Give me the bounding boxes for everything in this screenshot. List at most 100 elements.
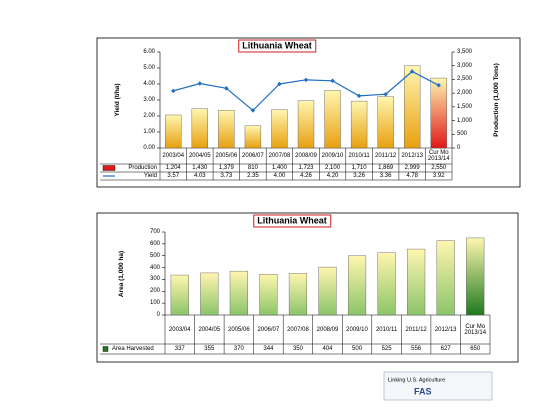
x-tick-label: 2009/10 bbox=[346, 326, 368, 333]
table-value: 4.00 bbox=[273, 173, 286, 179]
line-marker bbox=[171, 88, 176, 94]
table-value: 3.36 bbox=[379, 173, 392, 179]
table-value: 627 bbox=[440, 346, 451, 352]
table-value: 4.78 bbox=[406, 173, 419, 179]
table-value: 525 bbox=[381, 346, 392, 352]
table-value: 2,999 bbox=[404, 165, 420, 171]
legend-label: Production bbox=[128, 165, 157, 171]
line-marker bbox=[383, 91, 388, 97]
footer-text: Linking U.S. Agriculture bbox=[388, 377, 446, 384]
y2-tick-label: 0 bbox=[457, 145, 461, 151]
table-value: 650 bbox=[470, 346, 481, 352]
y-tick-label: 3.00 bbox=[143, 97, 155, 103]
y-tick-label: 500 bbox=[149, 252, 160, 259]
x-tick-label: 2012/13 bbox=[434, 326, 457, 333]
table-value: 810 bbox=[247, 165, 258, 171]
bar bbox=[271, 109, 288, 149]
bar bbox=[430, 77, 447, 149]
y-tick-label: 100 bbox=[149, 300, 160, 307]
y-tick-label: 6.00 bbox=[143, 49, 155, 55]
chart-title: Lithuania Wheat bbox=[253, 214, 331, 228]
y-axis-label: Area (1,000 ha) bbox=[117, 250, 125, 297]
y2-tick-label: 1,000 bbox=[457, 117, 473, 124]
x-tick-label: Cur Mo 2013/14 bbox=[464, 323, 487, 336]
y2-tick-label: 3,000 bbox=[457, 62, 473, 69]
x-tick-label: 2008/09 bbox=[295, 153, 317, 159]
table-value: 1,204 bbox=[165, 165, 181, 171]
table-value: 355 bbox=[204, 346, 215, 352]
table-value: 3.92 bbox=[432, 173, 445, 179]
bar bbox=[244, 125, 262, 149]
y-tick-label: 5.00 bbox=[143, 65, 155, 71]
table-value: 1,379 bbox=[218, 165, 234, 171]
y-tick-label: 0 bbox=[156, 312, 160, 318]
line-marker bbox=[330, 78, 335, 84]
table-value: 500 bbox=[352, 346, 363, 352]
footer-logo-box bbox=[383, 371, 493, 401]
table-value: 4.26 bbox=[300, 173, 312, 179]
y2-tick-label: 2,500 bbox=[457, 76, 473, 83]
y2-axis-label: Production (1,000 Tons) bbox=[492, 63, 500, 137]
table-value: 1,710 bbox=[351, 165, 367, 171]
x-tick-label: 2008/09 bbox=[316, 326, 339, 333]
table-value: 1,723 bbox=[298, 165, 314, 171]
x-tick-label: 2011/12 bbox=[405, 326, 427, 333]
table-value: 556 bbox=[411, 346, 422, 352]
y2-tick-label: 1,500 bbox=[457, 103, 473, 110]
table-value: 1,400 bbox=[271, 165, 287, 171]
bar bbox=[466, 237, 485, 316]
bar bbox=[324, 90, 341, 149]
x-tick-label: 2010/11 bbox=[375, 326, 398, 333]
y2-tick-label: 500 bbox=[457, 131, 468, 138]
x-tick-label: 2005/06 bbox=[228, 326, 250, 333]
x-tick-label: 2011/12 bbox=[375, 153, 397, 159]
x-tick-label: 2006/07 bbox=[257, 326, 280, 333]
y-tick-label: 300 bbox=[149, 276, 160, 283]
table-value: 2,550 bbox=[431, 165, 447, 171]
x-tick-label: 2005/06 bbox=[215, 153, 238, 159]
x-tick-label: 2004/05 bbox=[198, 326, 221, 333]
y-axis-label: Yield (t/ha) bbox=[113, 83, 121, 117]
bar bbox=[259, 274, 278, 316]
table-value: 1,430 bbox=[192, 165, 208, 171]
x-tick-label: 2003/04 bbox=[162, 153, 185, 159]
y-tick-label: 1.00 bbox=[143, 129, 155, 135]
table-value: 3.73 bbox=[220, 173, 233, 179]
footer-logo: FAS bbox=[414, 386, 432, 397]
legend-swatch bbox=[102, 165, 116, 171]
bar bbox=[297, 100, 315, 149]
bar bbox=[377, 96, 394, 149]
table-value: 3.26 bbox=[353, 173, 365, 179]
table-value: 3.57 bbox=[167, 173, 180, 179]
legend-label: Yield bbox=[143, 173, 157, 179]
table-value: 2,100 bbox=[325, 165, 341, 171]
x-tick-label: 2006/07 bbox=[242, 153, 264, 159]
table-value: 350 bbox=[292, 346, 303, 352]
bar bbox=[436, 240, 455, 316]
bar bbox=[229, 270, 248, 316]
x-tick-label: 2003/04 bbox=[168, 326, 191, 333]
line-marker bbox=[197, 81, 203, 86]
chart-title: Lithuania Wheat bbox=[238, 39, 316, 53]
x-tick-label: 2010/11 bbox=[348, 153, 370, 159]
bar bbox=[165, 114, 182, 149]
bar bbox=[288, 273, 308, 316]
table-value: 1,869 bbox=[378, 165, 394, 171]
bar bbox=[200, 272, 219, 316]
y-tick-label: 4.00 bbox=[143, 81, 155, 87]
y-tick-label: 2.00 bbox=[143, 113, 155, 119]
chart-frame bbox=[96, 212, 519, 363]
x-tick-label: 2009/10 bbox=[321, 153, 344, 159]
table-value: 2.35 bbox=[247, 173, 259, 179]
bar bbox=[404, 65, 421, 149]
table-value: 4.20 bbox=[326, 173, 339, 179]
y-tick-label: 600 bbox=[149, 240, 160, 247]
y-tick-label: 0.00 bbox=[143, 145, 155, 151]
y2-tick-label: 3,500 bbox=[457, 49, 473, 55]
bar bbox=[318, 266, 337, 316]
table-value: 337 bbox=[174, 346, 185, 352]
x-tick-label: Cur Mo 2013/14 bbox=[427, 150, 450, 162]
line-marker bbox=[250, 108, 256, 113]
